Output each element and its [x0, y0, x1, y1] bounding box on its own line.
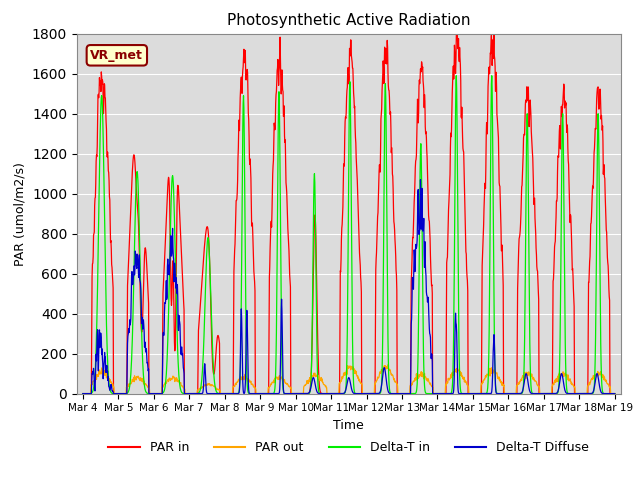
- Delta-T Diffuse: [79, 391, 86, 396]
- Delta-T Diffuse: [564, 391, 572, 396]
- PAR in: [564, 145, 572, 151]
- PAR in: [288, 391, 296, 396]
- Delta-T Diffuse: [288, 391, 296, 396]
- PAR out: [564, 377, 572, 383]
- Delta-T in: [452, 73, 460, 79]
- PAR in: [430, 391, 438, 396]
- Line: Delta-T in: Delta-T in: [83, 76, 615, 394]
- Delta-T Diffuse: [431, 391, 438, 396]
- X-axis label: Time: Time: [333, 419, 364, 432]
- Delta-T in: [79, 391, 86, 396]
- PAR out: [431, 391, 438, 396]
- PAR in: [453, 18, 461, 24]
- Title: Photosynthetic Active Radiation: Photosynthetic Active Radiation: [227, 13, 470, 28]
- Delta-T in: [518, 390, 526, 396]
- Delta-T in: [430, 391, 438, 396]
- PAR out: [196, 385, 204, 391]
- Legend: PAR in, PAR out, Delta-T in, Delta-T Diffuse: PAR in, PAR out, Delta-T in, Delta-T Dif…: [104, 436, 594, 459]
- PAR in: [301, 391, 308, 396]
- Line: Delta-T Diffuse: Delta-T Diffuse: [83, 180, 615, 394]
- Y-axis label: PAR (umol/m2/s): PAR (umol/m2/s): [13, 162, 26, 265]
- PAR in: [196, 302, 204, 308]
- PAR in: [611, 391, 619, 396]
- Delta-T Diffuse: [196, 391, 204, 396]
- Delta-T Diffuse: [301, 391, 308, 396]
- Line: PAR out: PAR out: [83, 365, 615, 394]
- PAR in: [518, 182, 526, 188]
- Delta-T Diffuse: [417, 177, 424, 182]
- Text: VR_met: VR_met: [90, 49, 143, 62]
- Delta-T Diffuse: [518, 389, 526, 395]
- Delta-T in: [301, 391, 308, 396]
- Line: PAR in: PAR in: [83, 21, 615, 394]
- PAR out: [301, 383, 308, 388]
- PAR out: [611, 391, 619, 396]
- Delta-T in: [564, 390, 572, 396]
- Delta-T in: [288, 391, 296, 396]
- Delta-T in: [611, 391, 619, 396]
- PAR in: [79, 391, 86, 396]
- Delta-T Diffuse: [611, 391, 619, 396]
- PAR out: [518, 375, 526, 381]
- PAR out: [384, 362, 392, 368]
- PAR out: [288, 391, 296, 396]
- Delta-T in: [196, 387, 204, 393]
- PAR out: [79, 391, 86, 396]
